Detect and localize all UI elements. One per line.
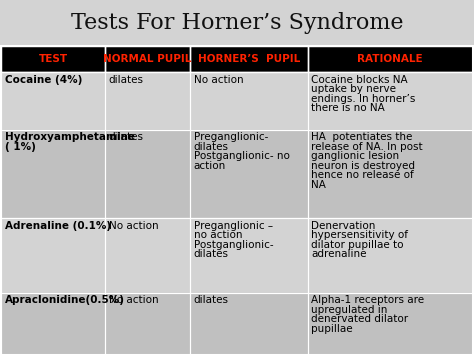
Bar	[1, 47, 473, 355]
Text: Postganglionic-: Postganglionic-	[194, 240, 273, 250]
Bar	[308, 72, 473, 130]
Text: denervated dilator: denervated dilator	[311, 314, 409, 324]
Bar	[308, 130, 473, 218]
Text: neuron is destroyed: neuron is destroyed	[311, 161, 415, 171]
Text: NA: NA	[311, 180, 326, 190]
Bar	[105, 130, 190, 218]
Text: Denervation: Denervation	[311, 220, 376, 230]
Bar	[1, 130, 105, 218]
Bar	[105, 130, 190, 218]
Text: Postganglionic- no: Postganglionic- no	[194, 151, 290, 161]
Text: Alpha-1 receptors are: Alpha-1 receptors are	[311, 295, 425, 305]
Text: RATIONALE: RATIONALE	[357, 54, 423, 65]
Text: action: action	[194, 161, 226, 171]
Text: No action: No action	[194, 75, 243, 85]
Bar	[190, 47, 308, 72]
Bar	[308, 293, 473, 355]
Text: there is no NA: there is no NA	[311, 103, 385, 114]
Text: No action: No action	[109, 295, 158, 305]
Bar	[190, 130, 308, 218]
Text: dilates: dilates	[194, 142, 228, 152]
Bar	[308, 293, 473, 355]
Text: Cocaine (4%): Cocaine (4%)	[5, 75, 82, 85]
Bar	[190, 72, 308, 130]
Text: Preganglionic –: Preganglionic –	[194, 220, 273, 230]
Text: Adrenaline (0.1%): Adrenaline (0.1%)	[5, 220, 111, 230]
Text: Cocaine blocks NA: Cocaine blocks NA	[311, 75, 408, 85]
Bar	[308, 130, 473, 218]
Bar	[1, 218, 105, 293]
Bar	[105, 293, 190, 355]
Bar	[190, 218, 308, 293]
Text: adrenaline: adrenaline	[311, 249, 367, 259]
Text: upregulated in: upregulated in	[311, 305, 388, 315]
Text: TEST: TEST	[39, 54, 68, 65]
Text: Hydroxyamphetamine: Hydroxyamphetamine	[5, 132, 135, 142]
Bar	[190, 47, 308, 72]
Text: hence no release of: hence no release of	[311, 170, 414, 180]
Text: Apraclonidine(0.5%): Apraclonidine(0.5%)	[5, 295, 125, 305]
Text: HORNER’S  PUPIL: HORNER’S PUPIL	[198, 54, 300, 65]
Bar	[308, 218, 473, 293]
Bar	[1, 72, 105, 130]
Bar	[105, 72, 190, 130]
Bar	[190, 130, 308, 218]
Text: hypersensitivity of: hypersensitivity of	[311, 230, 409, 240]
Bar	[105, 72, 190, 130]
Bar	[190, 293, 308, 355]
Text: uptake by nerve: uptake by nerve	[311, 84, 396, 94]
Text: dilates: dilates	[194, 295, 228, 305]
Text: dilator pupillae to: dilator pupillae to	[311, 240, 404, 250]
Bar	[1, 47, 105, 72]
Text: NORMAL PUPIL: NORMAL PUPIL	[103, 54, 191, 65]
Text: No action: No action	[109, 220, 158, 230]
Bar	[105, 47, 190, 72]
Bar	[190, 218, 308, 293]
Text: release of NA. In post: release of NA. In post	[311, 142, 423, 152]
Text: Preganglionic-: Preganglionic-	[194, 132, 268, 142]
Bar	[190, 72, 308, 130]
Text: Tests For Horner’s Syndrome: Tests For Horner’s Syndrome	[71, 12, 403, 34]
Bar	[105, 218, 190, 293]
Bar	[308, 72, 473, 130]
Bar	[190, 293, 308, 355]
Text: no action: no action	[194, 230, 242, 240]
Bar	[105, 293, 190, 355]
Bar	[1, 293, 105, 355]
Bar	[308, 218, 473, 293]
Text: ganglionic lesion: ganglionic lesion	[311, 151, 400, 161]
Bar	[308, 47, 473, 72]
Text: ( 1%): ( 1%)	[5, 142, 36, 152]
Text: dilates: dilates	[109, 75, 144, 85]
Text: HA  potentiates the: HA potentiates the	[311, 132, 413, 142]
Bar	[1, 47, 105, 72]
Text: dilates: dilates	[194, 249, 228, 259]
Bar	[1, 130, 105, 218]
Bar	[105, 218, 190, 293]
Text: dilates: dilates	[109, 132, 144, 142]
Text: endings. In horner’s: endings. In horner’s	[311, 94, 416, 104]
Text: pupillae: pupillae	[311, 324, 353, 334]
Bar	[1, 218, 105, 293]
Bar	[105, 47, 190, 72]
Bar	[308, 47, 473, 72]
Bar	[1, 72, 105, 130]
Bar	[1, 293, 105, 355]
